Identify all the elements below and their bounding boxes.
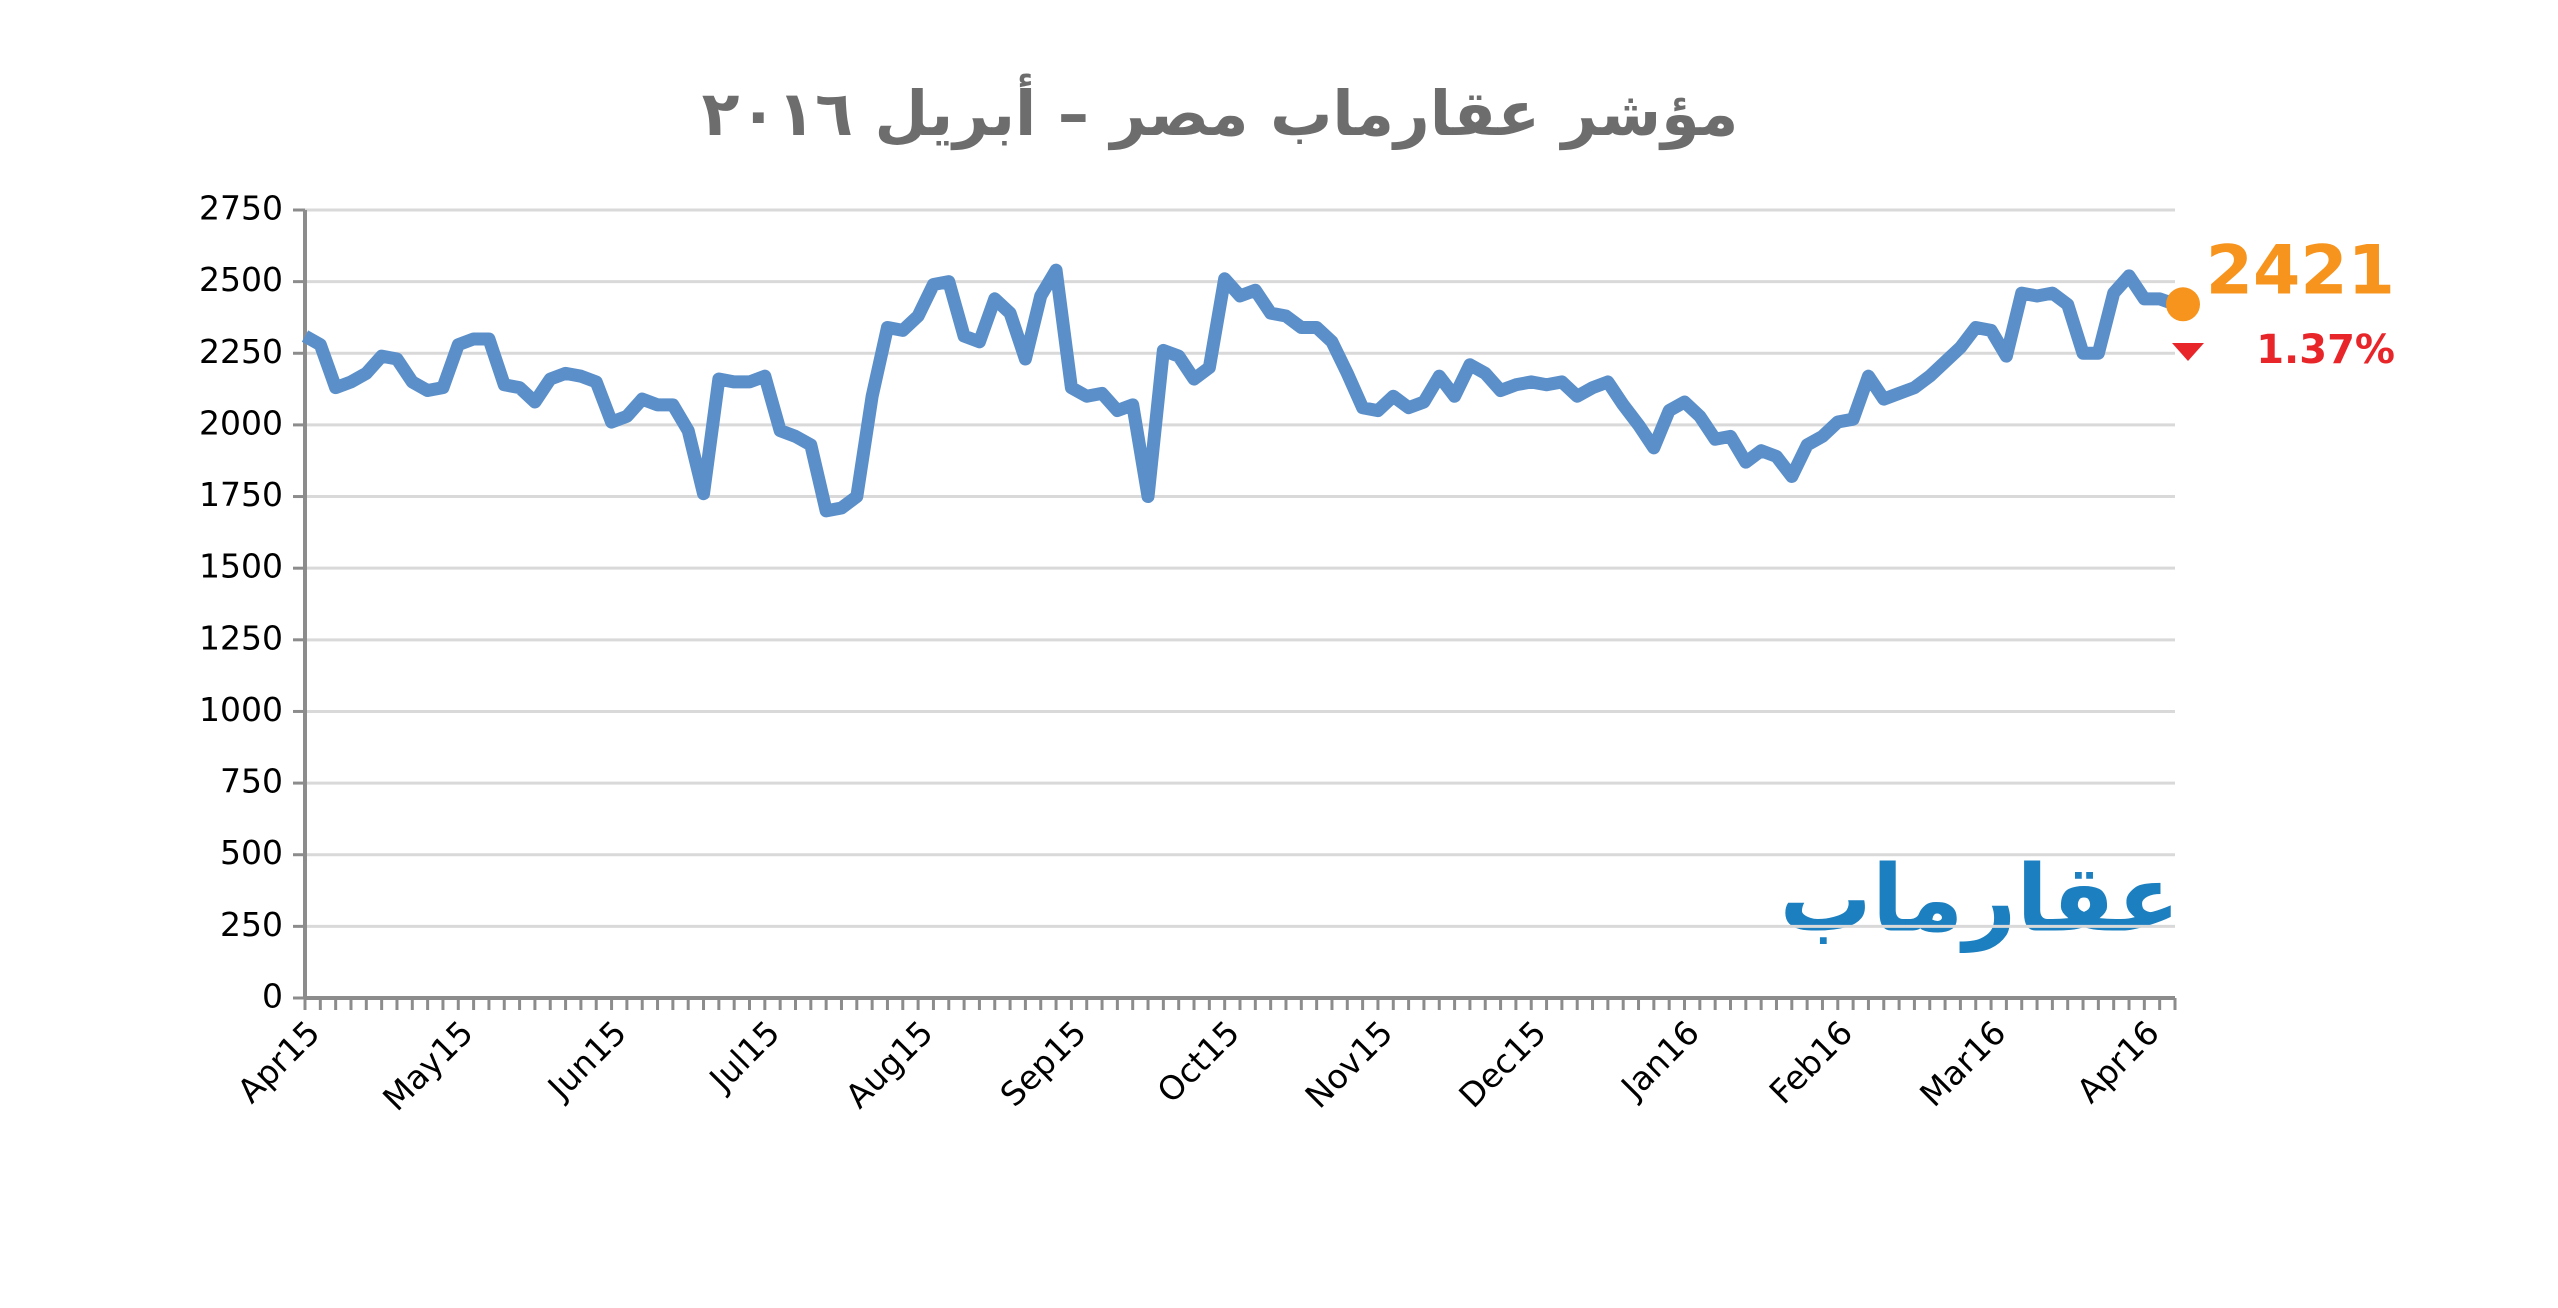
- line: [301, 263, 2178, 518]
- x-tick-label: Mar16: [1912, 1013, 2013, 1114]
- x-tick-label: Nov15: [1298, 1013, 1401, 1116]
- annotation-value: 2421: [2206, 232, 2395, 311]
- y-tick-label: 2000: [199, 403, 283, 442]
- y-tick-label: 1250: [199, 618, 283, 657]
- annotation-change: 1.37%: [2256, 327, 2395, 373]
- x-tick-label: Jul15: [700, 1013, 787, 1100]
- x-tick-label: Aug15: [838, 1013, 941, 1116]
- y-tick-label: 0: [262, 977, 283, 1016]
- y-tick-label: 2500: [199, 260, 283, 299]
- x-tick-label: Oct15: [1149, 1013, 1247, 1111]
- y-tick-label: 1500: [199, 547, 283, 586]
- x-tick-label: Dec15: [1451, 1013, 1553, 1115]
- y-tick-label: 250: [220, 905, 283, 944]
- logo: عقارماب: [1779, 845, 2180, 952]
- y-tick-label: 2250: [199, 332, 283, 371]
- x-tick-label: Sep15: [993, 1013, 1094, 1114]
- x-tick-label: Apr16: [2069, 1013, 2167, 1111]
- chart-title: مؤشر عقارماب مصر – أبريل ٢٠١٦: [702, 73, 1739, 150]
- y-tick-label: 750: [220, 762, 283, 801]
- x-tick-label: Jan16: [1612, 1013, 1707, 1108]
- y-tick-label: 500: [220, 833, 283, 872]
- y-tick-label: 2750: [199, 189, 283, 228]
- x-tick-label: Feb16: [1762, 1013, 1861, 1112]
- x-tick-label: Jun15: [539, 1013, 634, 1108]
- y-tick-label: 1000: [199, 690, 283, 729]
- last-point: [2166, 287, 2200, 322]
- x-tick-label: Apr15: [230, 1013, 328, 1111]
- down-arrow: [2172, 343, 2204, 361]
- x-tick-label: May15: [375, 1013, 481, 1119]
- y-tick-label: 1750: [199, 475, 283, 514]
